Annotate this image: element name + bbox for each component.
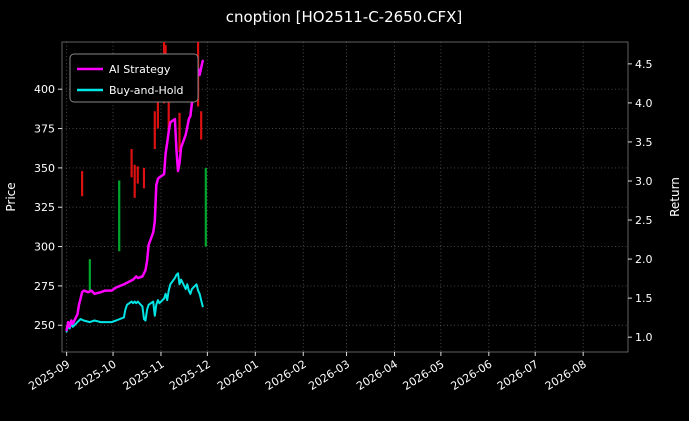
right-tick-label: 1.0	[635, 331, 653, 344]
x-tick-label: 2026-07	[495, 358, 541, 393]
left-tick-label: 275	[34, 280, 55, 293]
x-tick-label: 2025-12	[167, 358, 213, 393]
right-tick-label: 2.5	[635, 214, 653, 227]
left-tick-label: 325	[34, 201, 55, 214]
x-tick-label: 2026-01	[215, 358, 261, 393]
x-tick-label: 2026-04	[354, 358, 400, 393]
left-tick-label: 250	[34, 319, 55, 332]
right-tick-label: 3.0	[635, 175, 653, 188]
legend-label-ai-strategy: AI Strategy	[109, 63, 171, 76]
buy-and-hold-line	[65, 272, 204, 333]
chart-title: cnoption [HO2511-C-2650.CFX]	[226, 8, 463, 26]
legend-label-buy-and-hold: Buy-and-Hold	[109, 84, 184, 97]
x-tick-label: 2026-08	[543, 358, 589, 393]
ai-strategy-line	[65, 59, 204, 332]
x-tick-label: 2025-10	[73, 358, 119, 393]
left-tick-label: 375	[34, 123, 55, 136]
x-tick-label: 2026-03	[306, 358, 352, 393]
x-tick-label: 2025-11	[121, 358, 167, 393]
x-tick-label: 2026-06	[449, 358, 495, 393]
right-axis-label: Return	[668, 177, 682, 217]
right-tick-label: 1.5	[635, 292, 653, 305]
legend: AI Strategy Buy-and-Hold	[69, 53, 199, 103]
left-tick-label: 350	[34, 162, 55, 175]
x-tick-label: 2026-05	[401, 358, 447, 393]
left-axis-label: Price	[4, 182, 18, 211]
right-tick-label: 3.5	[635, 136, 653, 149]
right-tick-label: 4.5	[635, 58, 653, 71]
axes-frame	[61, 41, 629, 353]
right-tick-label: 2.0	[635, 253, 653, 266]
x-tick-label: 2026-02	[263, 358, 309, 393]
left-tick-label: 300	[34, 241, 55, 254]
x-tick-label: 2025-09	[26, 358, 72, 393]
left-tick-label: 400	[34, 83, 55, 96]
right-tick-label: 4.0	[635, 97, 653, 110]
